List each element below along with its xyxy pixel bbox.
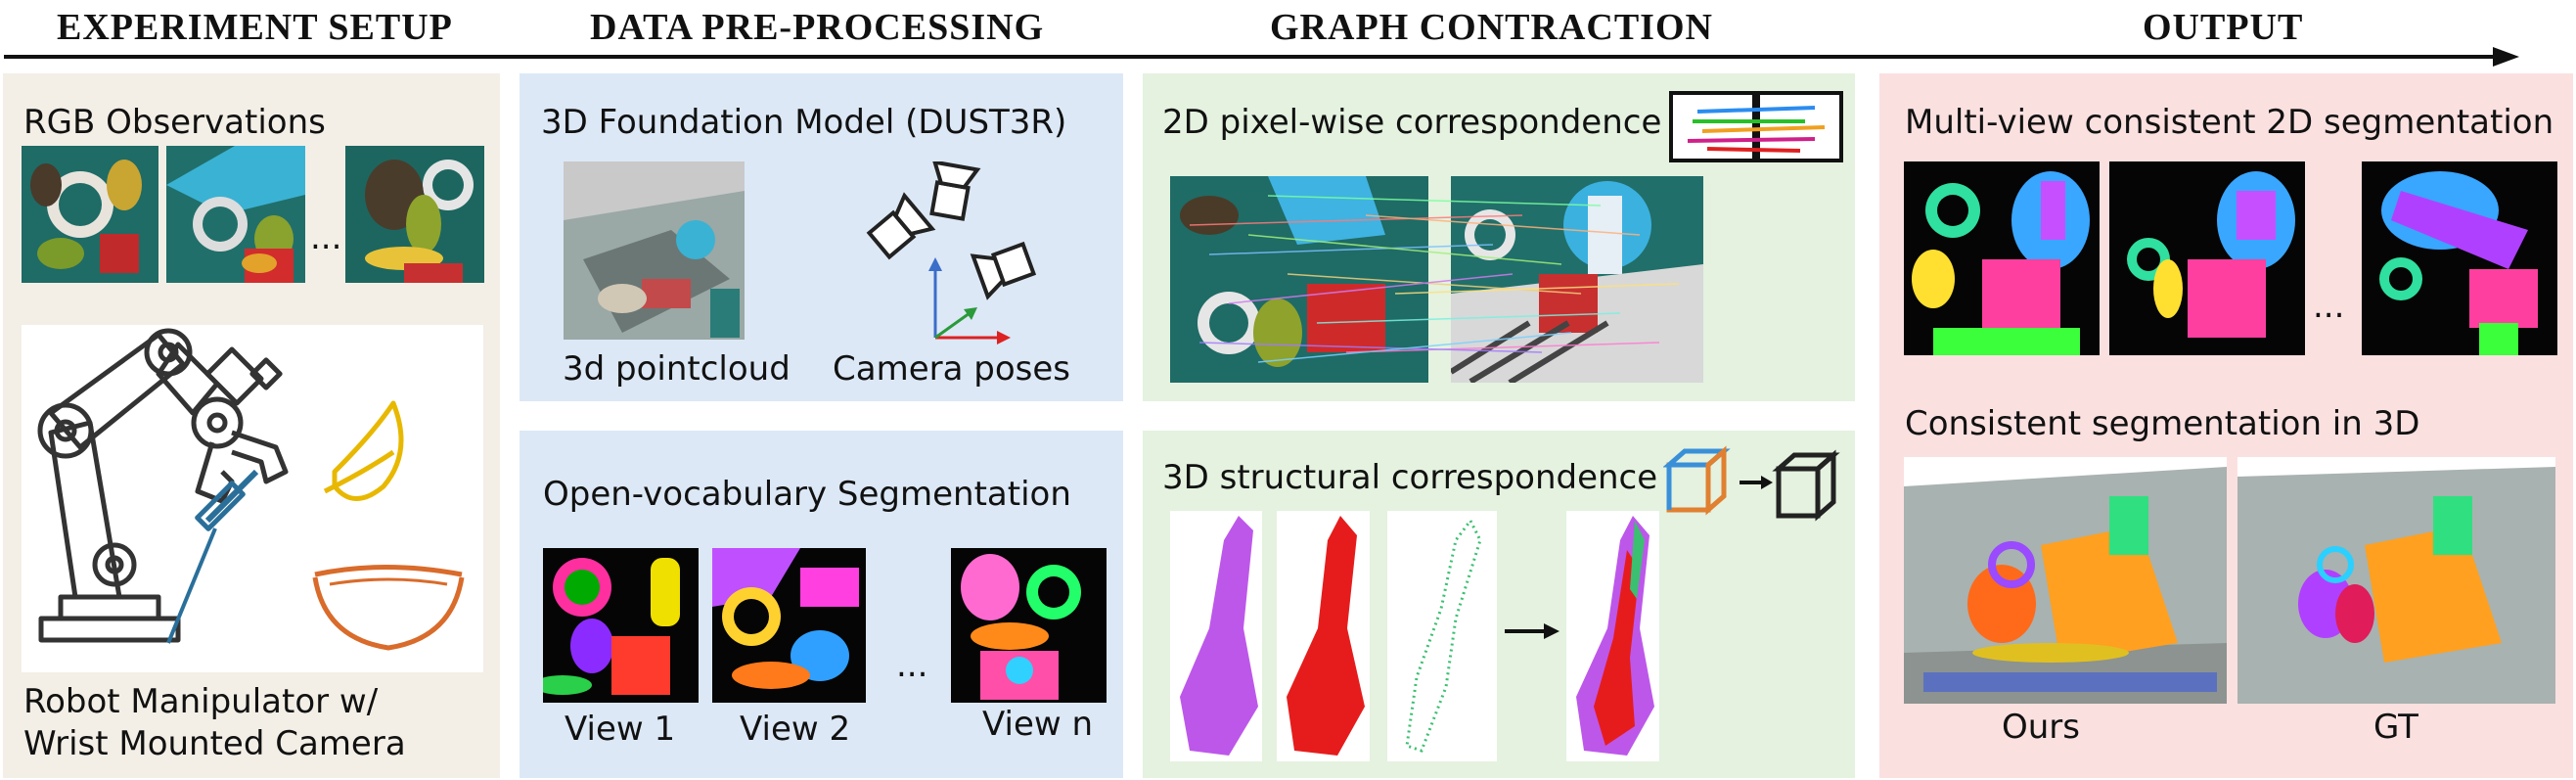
structural-correspondence-title: 3D structural correspondence [1162, 458, 1658, 497]
robot-caption-line1: Robot Manipulator w/ [23, 682, 379, 721]
output-seg-2 [2109, 161, 2305, 355]
panel-segmentation: Open-vocabulary Segmentation ... [520, 431, 1123, 778]
pointcloud-label: 3d pointcloud [563, 349, 791, 389]
panel-foundation-model: 3D Foundation Model (DUST3R) 3d pointclo… [520, 73, 1123, 401]
rgb-observation-2 [166, 146, 305, 283]
cube-transform-icon [1663, 445, 1840, 522]
output-seg-1 [1904, 161, 2100, 355]
pointcloud-merged [1566, 511, 1659, 761]
rgb-ellipsis: ... [310, 218, 342, 257]
pointcloud-red [1277, 511, 1370, 761]
pixel-correspondence-title: 2D pixel-wise correspondence [1162, 103, 1662, 142]
correspondence-lines-icon [1669, 91, 1843, 162]
header-output: OUTPUT [2143, 7, 2304, 48]
ours-label: Ours [2002, 708, 2081, 747]
header-graph-contraction: GRAPH CONTRACTION [1270, 7, 1713, 48]
multiview-title: Multi-view consistent 2D segmentation [1905, 103, 2554, 142]
header-data-preprocessing: DATA PRE-PROCESSING [590, 7, 1045, 48]
output-3d-gt [2237, 457, 2555, 704]
panel-structural-correspondence: 3D structural correspondence [1143, 431, 1855, 778]
segmentation-ellipsis: ... [896, 646, 928, 685]
output-3d-ours [1904, 457, 2227, 704]
rgb-observation-1 [22, 146, 158, 283]
camera-poses-label: Camera poses [833, 349, 1070, 389]
foundation-model-title: 3D Foundation Model (DUST3R) [541, 103, 1067, 142]
rgb-observations-title: RGB Observations [23, 103, 326, 142]
view-1-label: View 1 [565, 710, 676, 749]
gt-label: GT [2373, 708, 2418, 747]
robot-illustration [22, 325, 483, 672]
rgb-observation-3 [345, 146, 484, 283]
segmentation-view-2 [712, 548, 866, 703]
panel-experiment-setup: RGB Observations ... [3, 73, 500, 778]
panel-pixel-correspondence: 2D pixel-wise correspondence [1143, 73, 1855, 401]
pointcloud-green [1387, 511, 1497, 761]
timeline-arrow [4, 47, 2519, 67]
pointcloud-purple [1170, 511, 1262, 761]
segmentation-view-1 [543, 548, 699, 703]
output-seg-n [2362, 161, 2557, 355]
header-experiment-setup: EXPERIMENT SETUP [57, 7, 453, 48]
segmentation-view-n [951, 548, 1107, 703]
output-ellipsis: ... [2313, 287, 2345, 326]
robot-caption-line2: Wrist Mounted Camera [23, 724, 406, 763]
camera-poses-icon [866, 161, 1037, 344]
view-n-label: View n [982, 705, 1094, 744]
consistent3d-title: Consistent segmentation in 3D [1905, 404, 2420, 443]
pointcloud-image [564, 161, 745, 340]
view-2-label: View 2 [740, 710, 851, 749]
merge-arrow [1505, 623, 1559, 639]
segmentation-title: Open-vocabulary Segmentation [543, 475, 1071, 514]
panel-output: Multi-view consistent 2D segmentation ..… [1879, 73, 2573, 778]
correspondence-lines [1189, 195, 1680, 363]
